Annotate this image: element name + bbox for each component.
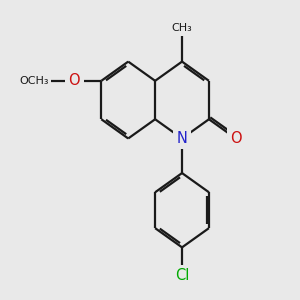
Text: OCH₃: OCH₃ xyxy=(19,76,49,86)
Text: O: O xyxy=(69,73,80,88)
Text: O: O xyxy=(230,131,242,146)
Text: CH₃: CH₃ xyxy=(172,23,192,33)
Text: Cl: Cl xyxy=(175,268,189,283)
Text: N: N xyxy=(177,131,188,146)
